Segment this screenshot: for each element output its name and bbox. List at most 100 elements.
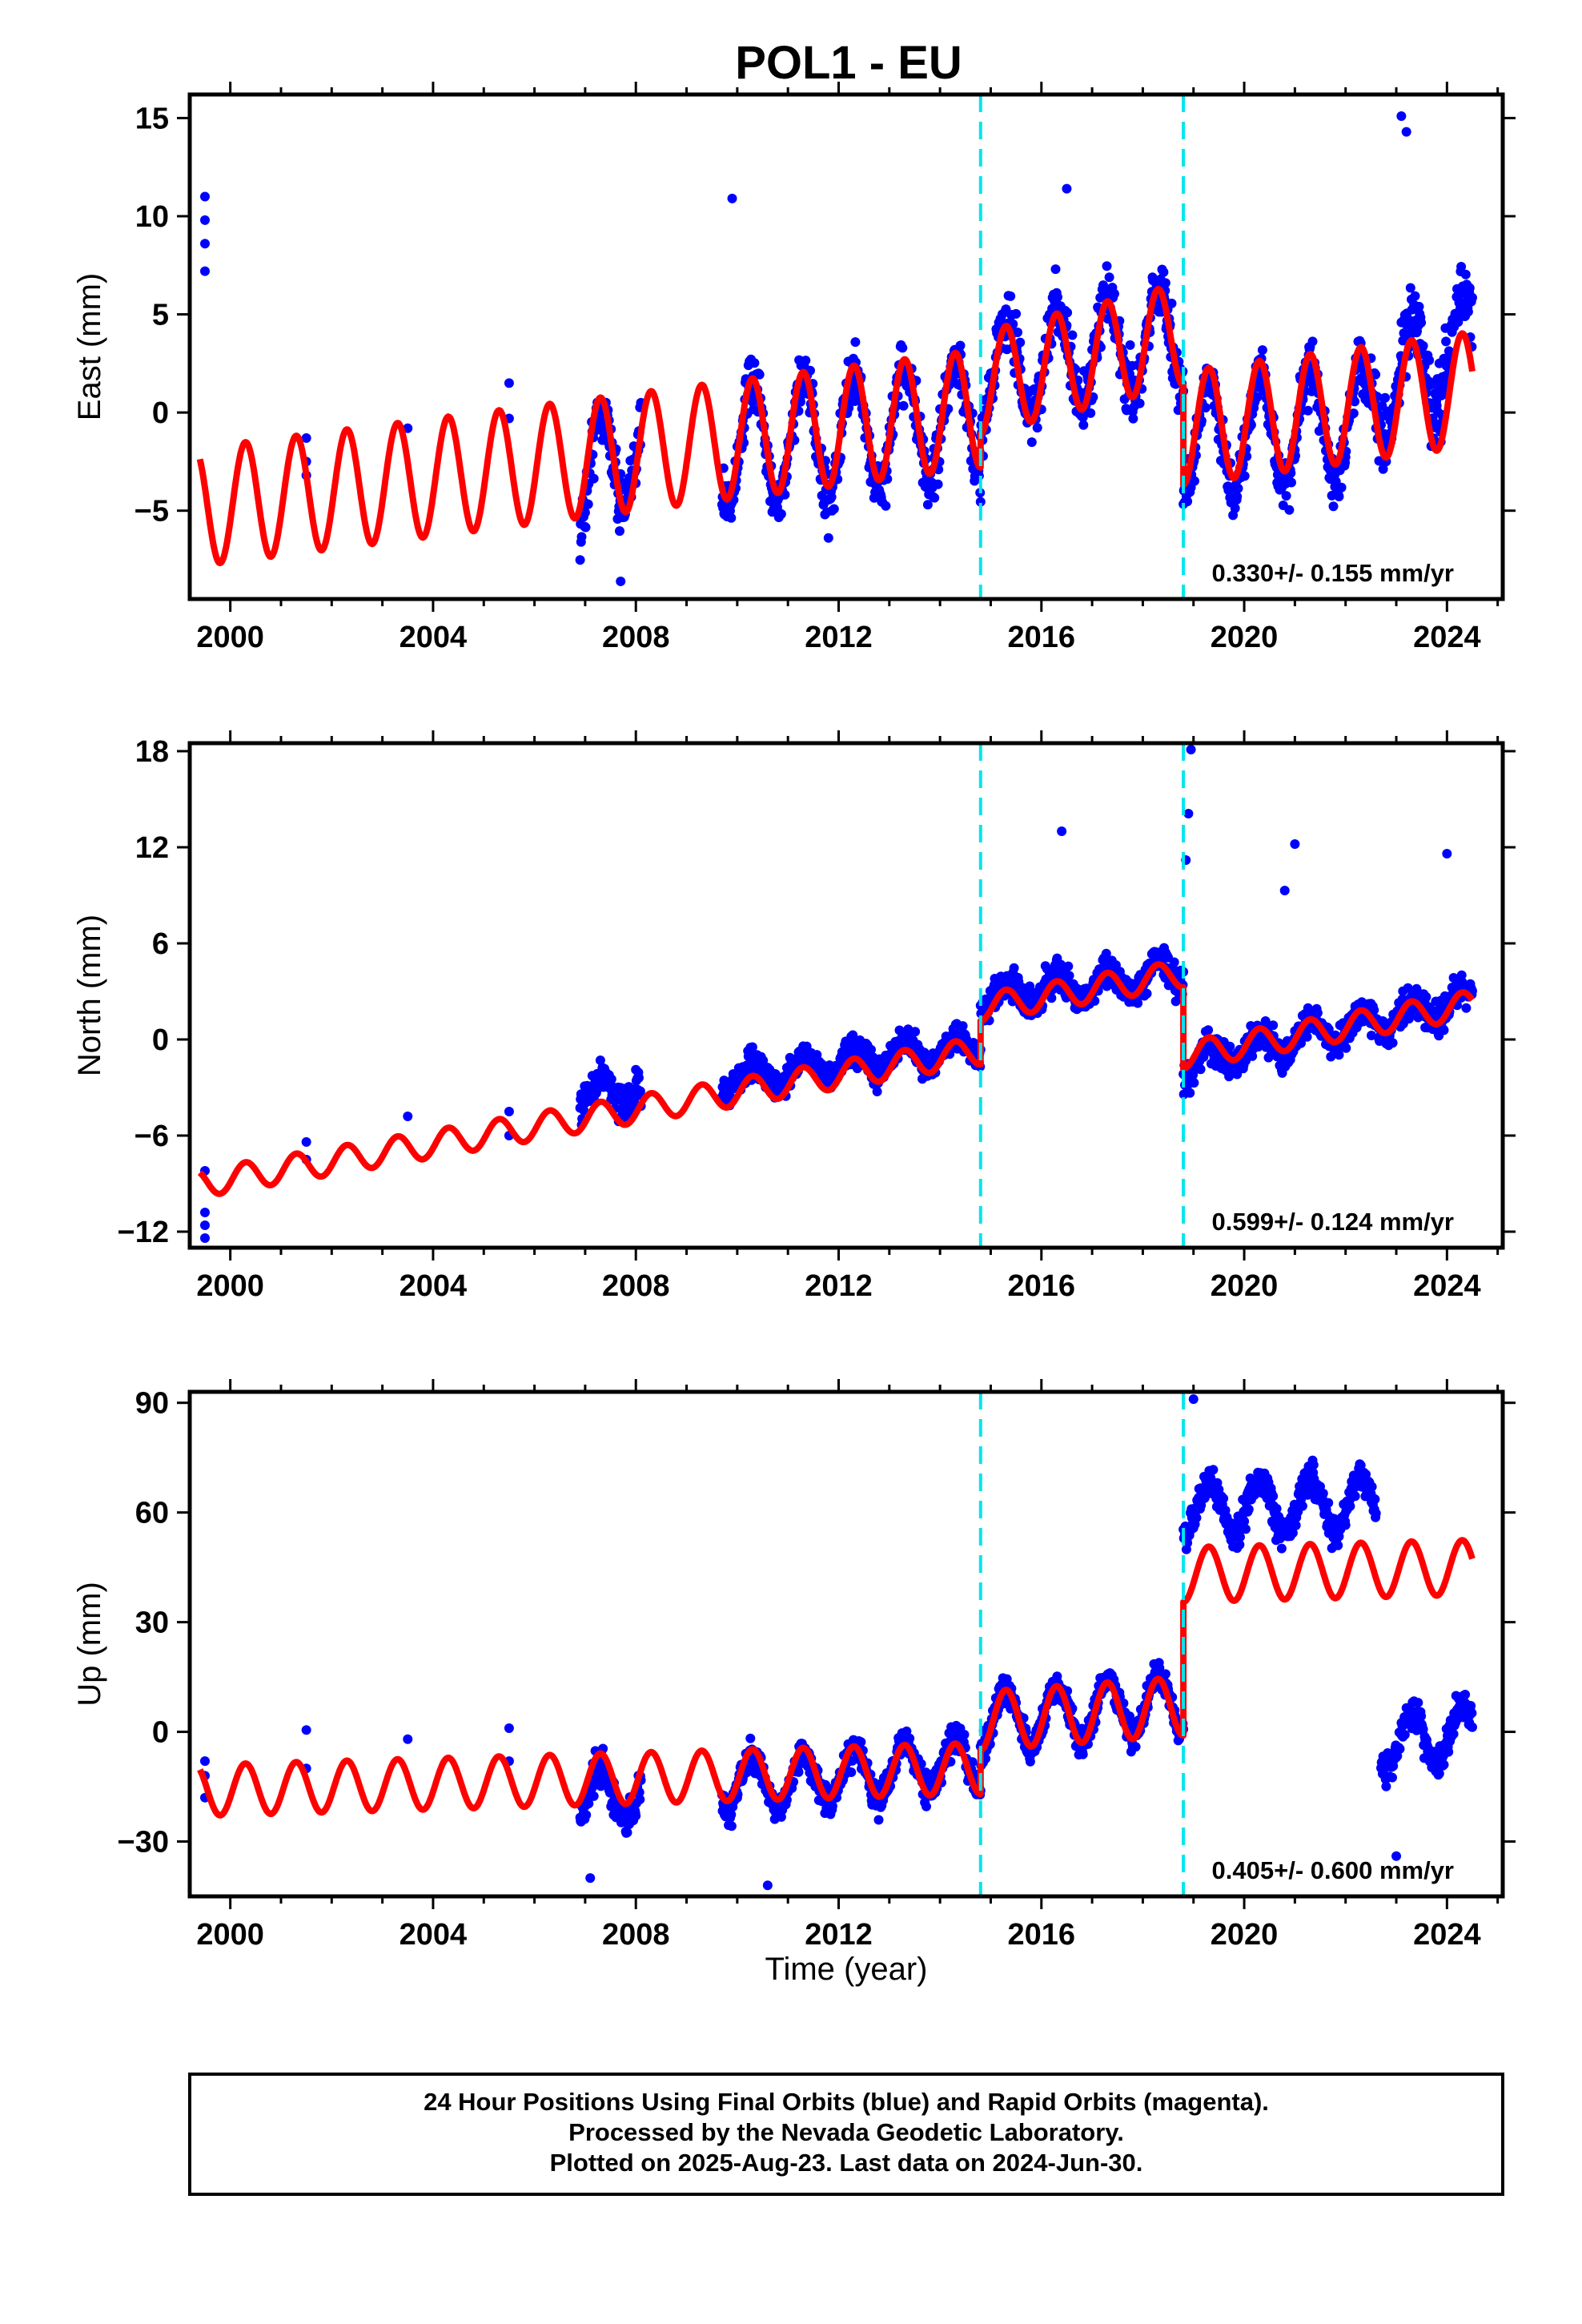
data-point xyxy=(504,378,514,388)
data-point xyxy=(1284,505,1295,515)
data-point xyxy=(1078,420,1089,430)
data-point xyxy=(1067,330,1078,340)
plot-area xyxy=(197,743,1477,1248)
data-point xyxy=(1303,405,1313,416)
data-point xyxy=(1367,1031,1376,1040)
data-point xyxy=(301,432,311,443)
data-point xyxy=(873,1815,884,1825)
data-point xyxy=(850,337,861,348)
data-point xyxy=(1260,1016,1271,1026)
data-point xyxy=(726,1810,737,1819)
data-point xyxy=(1456,262,1467,271)
x-tick-label: 2004 xyxy=(400,621,468,654)
data-point xyxy=(1281,491,1291,501)
data-point xyxy=(199,239,210,249)
data-point xyxy=(1142,988,1152,999)
data-point xyxy=(975,497,986,507)
x-tick-label: 2020 xyxy=(1211,621,1279,654)
y-tick-label: 15 xyxy=(135,102,169,135)
data-point xyxy=(1334,492,1344,501)
data-point xyxy=(1268,1020,1279,1031)
data-point xyxy=(588,473,599,484)
y-tick-label: 12 xyxy=(135,831,169,865)
data-point xyxy=(1369,1005,1379,1015)
data-point xyxy=(958,1021,968,1031)
data-point xyxy=(634,1072,644,1083)
data-point xyxy=(1050,264,1061,275)
data-point xyxy=(1160,278,1170,288)
data-point xyxy=(1102,261,1112,271)
data-point xyxy=(1380,392,1391,403)
data-point xyxy=(576,532,587,542)
data-point xyxy=(199,215,210,225)
data-point xyxy=(1396,111,1407,121)
data-point xyxy=(1387,1772,1397,1783)
data-point xyxy=(1062,183,1072,194)
x-tick-label: 2012 xyxy=(805,621,873,654)
data-point xyxy=(1239,1516,1250,1526)
data-point xyxy=(1414,301,1424,312)
data-point xyxy=(635,1086,645,1096)
y-axis-label: North (mm) xyxy=(72,915,107,1076)
data-point xyxy=(579,1105,588,1116)
data-point xyxy=(1442,849,1452,858)
data-point xyxy=(1308,1460,1319,1470)
data-point xyxy=(1057,826,1067,836)
data-point xyxy=(1169,957,1179,967)
plot-frame xyxy=(187,741,1505,1250)
data-point xyxy=(622,1827,632,1838)
data-point xyxy=(1195,1064,1206,1075)
x-tick-label: 2000 xyxy=(196,621,264,654)
data-point xyxy=(1367,1482,1377,1492)
data-point xyxy=(1208,1465,1219,1475)
data-point xyxy=(1276,1543,1287,1554)
data-point xyxy=(827,1801,837,1811)
data-point xyxy=(1387,1038,1398,1048)
data-point xyxy=(1401,127,1411,137)
data-point xyxy=(1410,291,1420,301)
x-tick-label: 2024 xyxy=(1413,621,1481,654)
data-point xyxy=(823,533,833,543)
data-point xyxy=(846,1767,857,1777)
data-point xyxy=(1053,292,1062,302)
data-point xyxy=(1371,1508,1381,1518)
data-point xyxy=(1334,1050,1344,1060)
data-point xyxy=(1183,809,1194,818)
data-point xyxy=(1219,1494,1229,1504)
data-point xyxy=(747,1042,757,1052)
data-point xyxy=(1399,1730,1410,1740)
data-point xyxy=(829,504,839,514)
data-point xyxy=(1371,369,1381,380)
data-point xyxy=(793,1767,804,1777)
data-point xyxy=(866,1044,876,1055)
data-point xyxy=(581,1810,592,1820)
data-point xyxy=(575,555,585,565)
data-point xyxy=(1434,1768,1444,1779)
data-point xyxy=(1463,307,1473,317)
data-point xyxy=(754,369,765,380)
y-axis-label: East (mm) xyxy=(72,273,107,420)
data-point xyxy=(776,509,786,519)
data-point xyxy=(615,526,624,537)
data-point xyxy=(1460,269,1471,279)
data-point xyxy=(1239,471,1250,481)
data-point xyxy=(301,1137,311,1147)
data-point xyxy=(583,499,593,509)
panels: 2000 2004 2008 2012 2016 2020 2024−5051015East… xyxy=(72,82,1516,1952)
data-point xyxy=(616,576,626,586)
data-point xyxy=(1405,283,1415,293)
data-point xyxy=(1063,961,1074,971)
data-point xyxy=(1233,483,1243,493)
data-point xyxy=(1297,1501,1307,1511)
data-point xyxy=(1062,308,1073,318)
data-point xyxy=(1158,267,1169,277)
panel-1: 2000 2004 2008 2012 2016 2020 2024−5051015East… xyxy=(72,82,1516,654)
y-tick-label: 0 xyxy=(152,1023,169,1057)
data-point xyxy=(1464,283,1475,293)
data-point xyxy=(1416,317,1427,328)
data-point xyxy=(595,1055,605,1065)
data-point xyxy=(719,1076,729,1086)
data-point xyxy=(1032,423,1042,433)
data-point xyxy=(199,191,210,202)
